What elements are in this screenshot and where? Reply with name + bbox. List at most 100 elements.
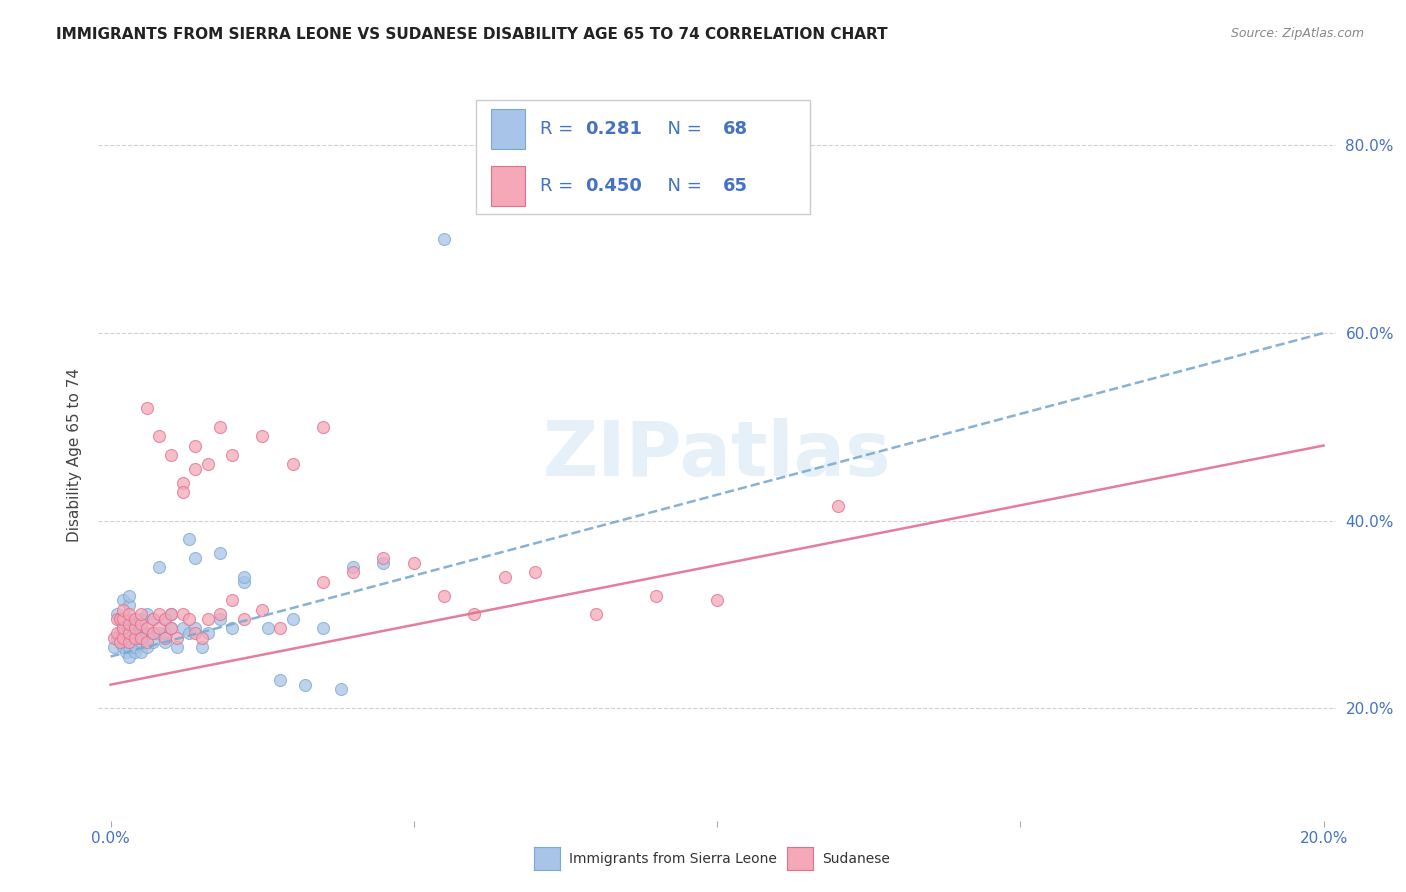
- Point: [190, 640, 212, 655]
- Text: 0.281: 0.281: [585, 120, 641, 138]
- Point: [118, 626, 141, 640]
- Point: [342, 565, 364, 579]
- Point: [105, 607, 128, 622]
- Point: [108, 612, 131, 626]
- Point: [114, 635, 136, 649]
- Point: [105, 631, 128, 645]
- Point: [312, 621, 335, 635]
- Point: [166, 631, 188, 645]
- Point: [142, 635, 165, 649]
- Point: [160, 607, 183, 622]
- Point: [142, 626, 165, 640]
- Point: [129, 635, 152, 649]
- Point: [129, 626, 152, 640]
- Point: [172, 485, 194, 500]
- Text: ZIPatlas: ZIPatlas: [543, 418, 891, 491]
- Point: [153, 626, 176, 640]
- Text: 65: 65: [723, 178, 748, 195]
- Point: [124, 621, 146, 635]
- Point: [208, 419, 231, 434]
- Point: [160, 621, 183, 635]
- Point: [114, 645, 136, 659]
- Point: [118, 607, 141, 622]
- Point: [118, 649, 141, 664]
- Point: [108, 635, 131, 649]
- Point: [148, 626, 170, 640]
- Point: [111, 612, 134, 626]
- Point: [118, 631, 141, 645]
- Point: [136, 401, 159, 415]
- FancyBboxPatch shape: [491, 166, 526, 206]
- Point: [166, 640, 188, 655]
- Point: [111, 593, 134, 607]
- Text: N =: N =: [657, 178, 709, 195]
- Point: [129, 612, 152, 626]
- Text: R =: R =: [540, 120, 579, 138]
- Point: [153, 631, 176, 645]
- Point: [153, 635, 176, 649]
- Point: [118, 589, 141, 603]
- Point: [373, 551, 395, 566]
- Point: [142, 626, 165, 640]
- Point: [197, 458, 219, 472]
- Point: [184, 551, 207, 566]
- Point: [148, 621, 170, 635]
- FancyBboxPatch shape: [475, 100, 810, 213]
- Point: [136, 607, 159, 622]
- Point: [111, 612, 134, 626]
- Point: [221, 621, 243, 635]
- Point: [124, 640, 146, 655]
- Point: [269, 621, 291, 635]
- Text: R =: R =: [540, 178, 579, 195]
- FancyBboxPatch shape: [491, 109, 526, 149]
- Point: [433, 589, 456, 603]
- Point: [250, 429, 273, 443]
- Point: [118, 635, 141, 649]
- Point: [172, 476, 194, 491]
- Point: [129, 631, 152, 645]
- Point: [585, 607, 607, 622]
- Point: [281, 458, 304, 472]
- Point: [111, 631, 134, 645]
- Point: [269, 673, 291, 687]
- Point: [118, 598, 141, 612]
- Point: [124, 621, 146, 635]
- Point: [184, 621, 207, 635]
- Point: [221, 448, 243, 462]
- Point: [136, 621, 159, 635]
- Point: [136, 635, 159, 649]
- Point: [148, 429, 170, 443]
- Point: [118, 616, 141, 631]
- Point: [402, 556, 425, 570]
- Point: [105, 612, 128, 626]
- Point: [184, 462, 207, 476]
- Point: [148, 560, 170, 574]
- Point: [118, 616, 141, 631]
- Point: [136, 626, 159, 640]
- Point: [190, 631, 212, 645]
- Point: [312, 419, 335, 434]
- Point: [827, 500, 849, 514]
- Text: 68: 68: [723, 120, 748, 138]
- Text: N =: N =: [657, 120, 709, 138]
- Point: [103, 640, 125, 655]
- Point: [142, 612, 165, 626]
- Point: [433, 232, 456, 246]
- Point: [129, 616, 152, 631]
- Point: [208, 612, 231, 626]
- Point: [179, 612, 201, 626]
- Point: [111, 621, 134, 635]
- Point: [111, 626, 134, 640]
- Point: [160, 621, 183, 635]
- Point: [160, 448, 183, 462]
- Point: [124, 616, 146, 631]
- Point: [103, 631, 125, 645]
- Point: [294, 678, 316, 692]
- Text: 0.450: 0.450: [585, 178, 641, 195]
- Point: [172, 607, 194, 622]
- Text: IMMIGRANTS FROM SIERRA LEONE VS SUDANESE DISABILITY AGE 65 TO 74 CORRELATION CHA: IMMIGRANTS FROM SIERRA LEONE VS SUDANESE…: [56, 27, 887, 42]
- Point: [111, 640, 134, 655]
- Text: Immigrants from Sierra Leone: Immigrants from Sierra Leone: [569, 852, 778, 865]
- Point: [233, 612, 256, 626]
- Point: [153, 612, 176, 626]
